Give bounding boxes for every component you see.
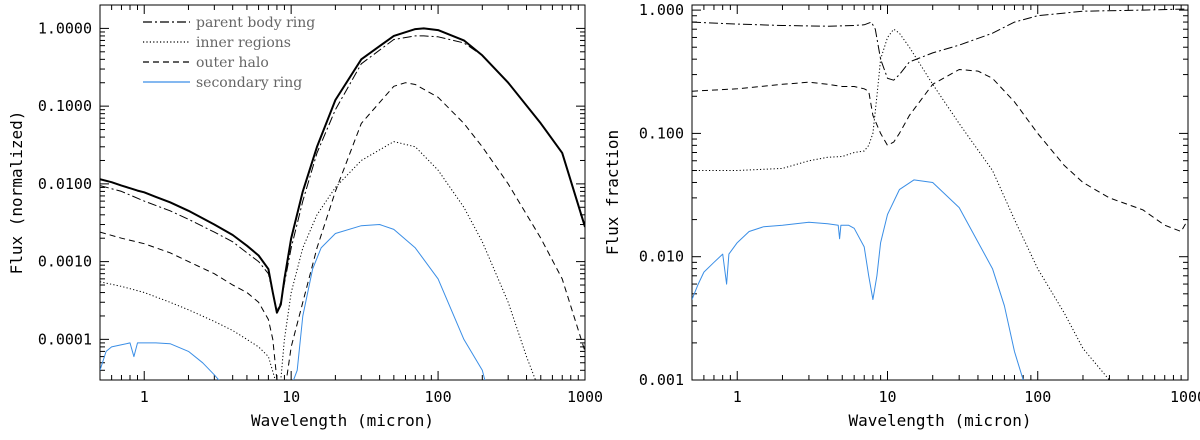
x-tick-label: 1: [733, 388, 742, 406]
x-tick-label: 10: [878, 388, 896, 406]
legend-label: inner regions: [196, 35, 291, 51]
plot-frame: [691, 4, 1189, 381]
y-tick-label: 0.0001: [38, 330, 92, 348]
y-tick-label: 0.1000: [38, 97, 92, 115]
y-axis-label: Flux (normalized): [7, 111, 26, 275]
x-tick-label: 1: [140, 388, 149, 406]
series-line-outer-halo: [692, 69, 1188, 232]
left-chart-panel: 1 10 100 1000 0.0001 0.0010 0.0100 0.1000 1.0000…: [7, 4, 603, 430]
x-axis-label: Wavelength (micron): [251, 411, 434, 430]
series-line-secondary-ring: [100, 224, 486, 380]
x-tick-label: 1000: [567, 388, 603, 406]
series-line-secondary-ring: [692, 179, 1024, 380]
y-tick-label: 0.100: [639, 124, 684, 142]
x-tick-label: 1000: [1170, 388, 1200, 406]
y-tick-label: 0.0100: [38, 175, 92, 193]
series-line-parent-body-ring: [100, 35, 585, 312]
y-tick-label: 0.001: [639, 371, 684, 389]
x-tick-label: 100: [425, 388, 452, 406]
legend-label: outer halo: [196, 55, 269, 71]
y-tick-label: 1.0000: [38, 19, 92, 37]
y-tick-label: 0.010: [639, 248, 684, 266]
y-tick-label: 0.0010: [38, 253, 92, 271]
y-axis-label: Flux fraction: [603, 130, 622, 255]
series-line-inner-regions: [100, 141, 537, 380]
x-axis-label: Wavelength (micron): [848, 411, 1031, 430]
x-tick-label: 100: [1024, 388, 1051, 406]
x-tick-label: 10: [282, 388, 300, 406]
legend-label: parent body ring: [196, 15, 315, 31]
series-line-parent-body-ring: [692, 8, 1188, 81]
y-tick-label: 1.000: [639, 1, 684, 19]
series-line-total: [100, 27, 585, 314]
legend: parent body ring inner regions outer halo s…: [143, 15, 315, 91]
series-line-inner-regions: [692, 28, 1110, 380]
plot-frame: [99, 4, 586, 381]
legend-label: secondary ring: [196, 75, 302, 91]
series-line-outer-halo: [100, 82, 585, 380]
right-chart-panel: 1 10 100 1000 0.001 0.010 0.100 1.000 Wavelength…: [603, 1, 1200, 430]
